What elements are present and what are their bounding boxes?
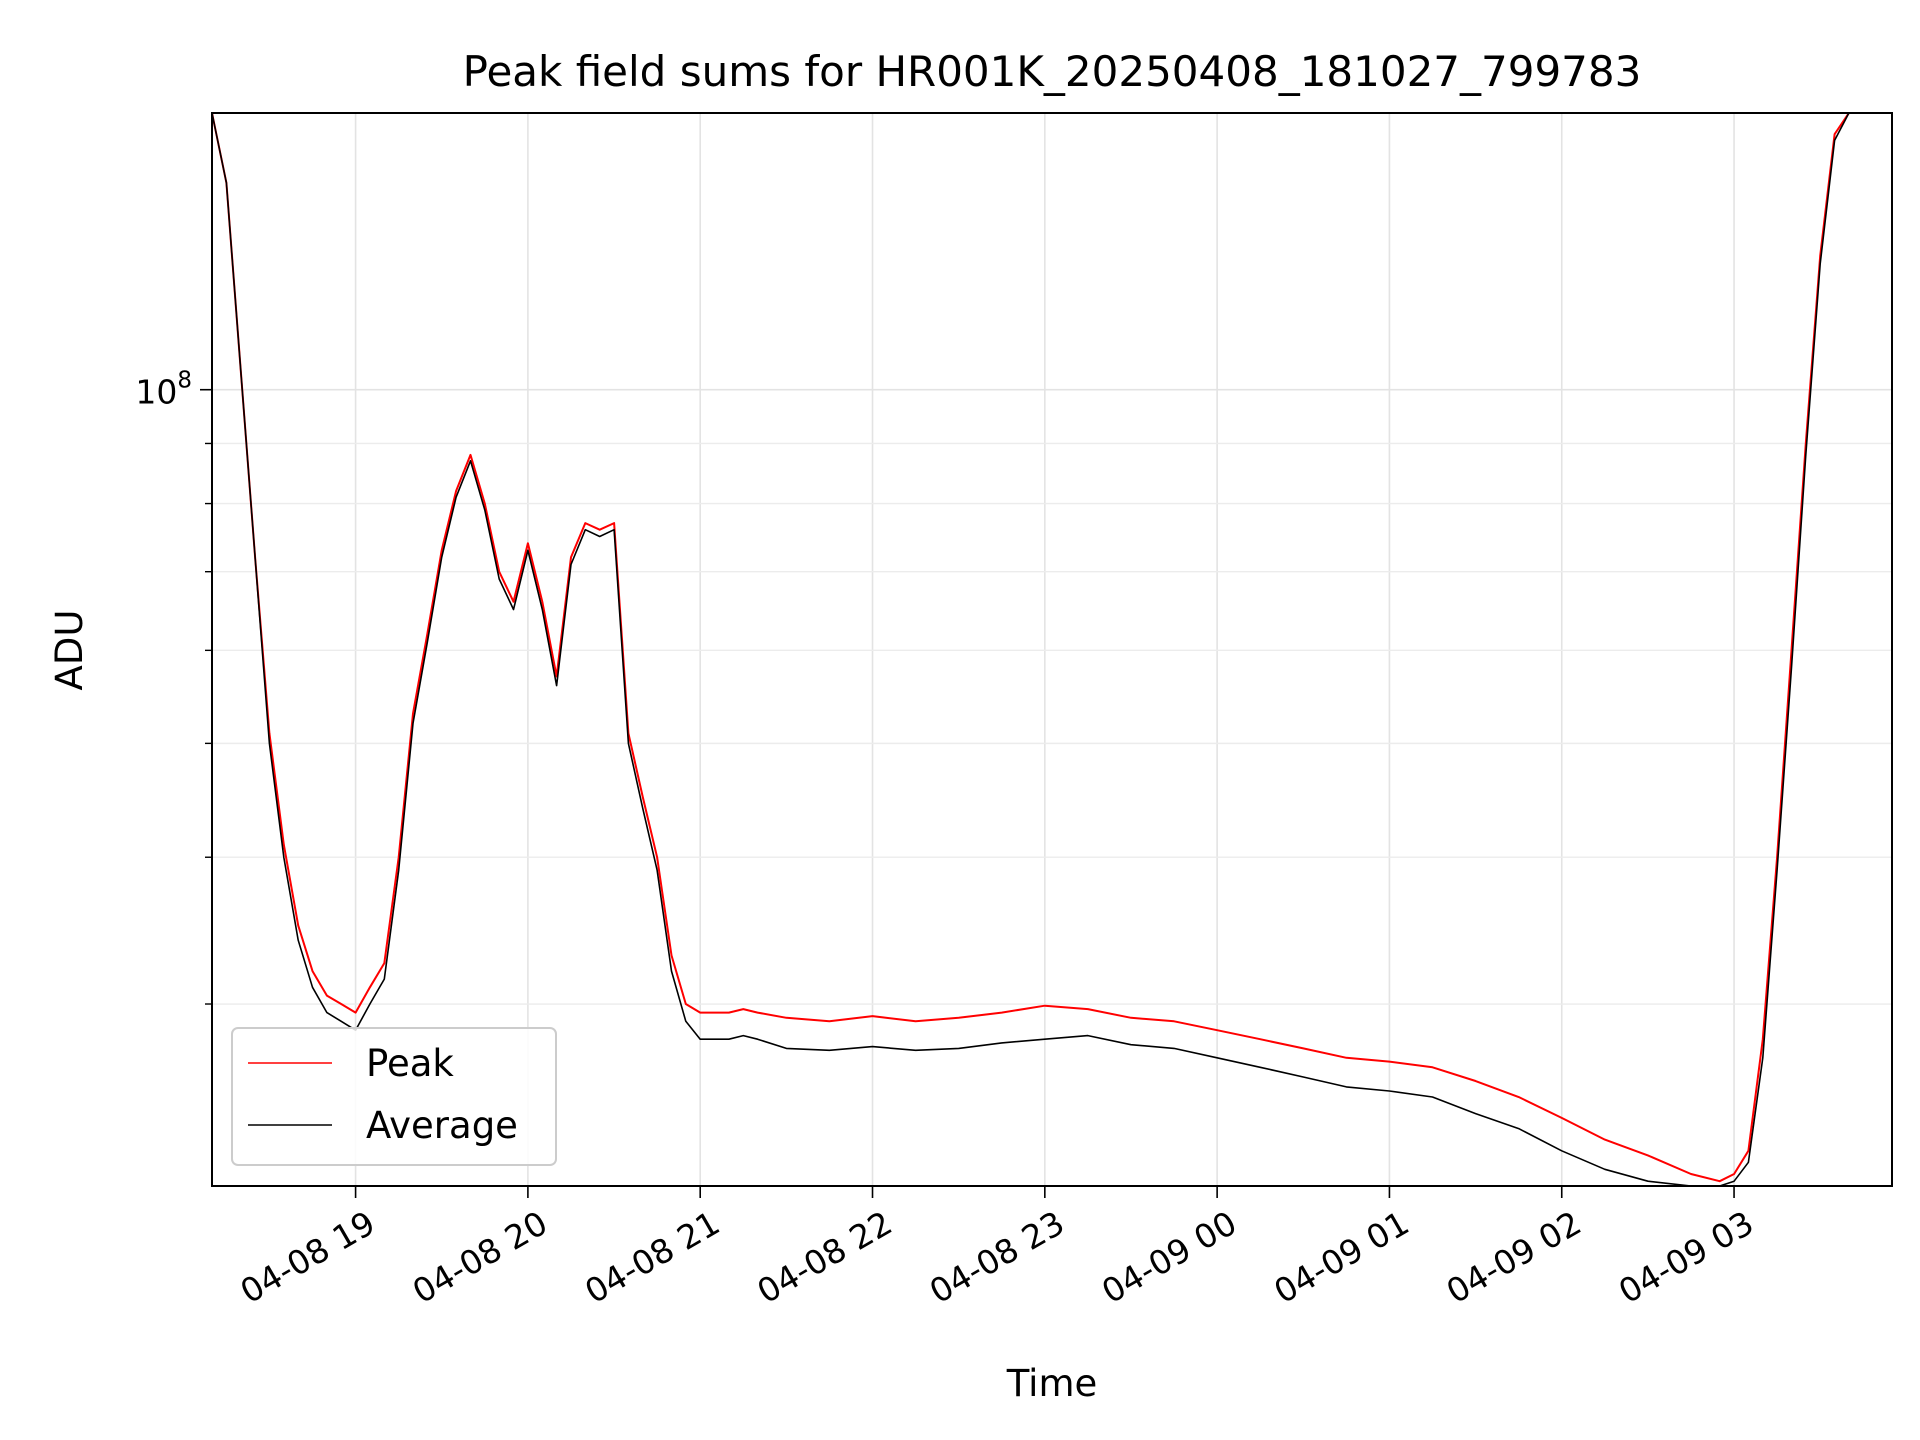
legend-average-label: Average	[366, 1104, 518, 1147]
plot-frame	[211, 112, 1893, 1187]
chart-title: Peak field sums for HR001K_20250408_1810…	[463, 47, 1642, 96]
series-average-line	[212, 113, 1892, 1186]
series-peak-line	[212, 113, 1892, 1183]
x-axis-label: Time	[1006, 1362, 1098, 1405]
legend-peak-label: Peak	[366, 1042, 454, 1085]
grid	[212, 113, 1892, 1186]
plot-lines	[212, 113, 1892, 1186]
y-axis-label: ADU	[48, 610, 91, 691]
legend: Peak Average	[231, 1027, 557, 1166]
